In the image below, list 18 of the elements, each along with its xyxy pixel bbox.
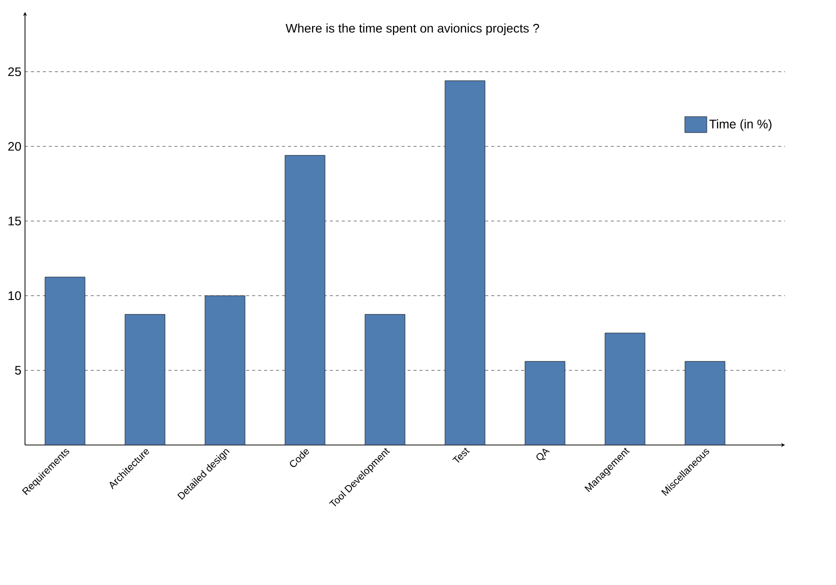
bar [444,80,486,445]
y-tick-label: 15 [8,216,21,226]
x-tick-label: QA [536,448,550,460]
bar [684,361,726,445]
bar [44,276,86,445]
y-tick-label: 25 [8,67,21,76]
bar [284,155,326,445]
bar [124,314,166,445]
x-tick-label: Test [452,448,470,463]
y-tick-label: 10 [8,291,21,300]
bar [204,295,246,445]
y-tick-label: 5 [15,366,21,375]
y-tick-label: 20 [8,142,21,151]
text: Where is the time spent on avionics projects ? [286,24,540,36]
bar [604,332,646,445]
bar [364,314,406,445]
bar [524,361,566,445]
legend-label: Time (in %) [709,119,772,131]
